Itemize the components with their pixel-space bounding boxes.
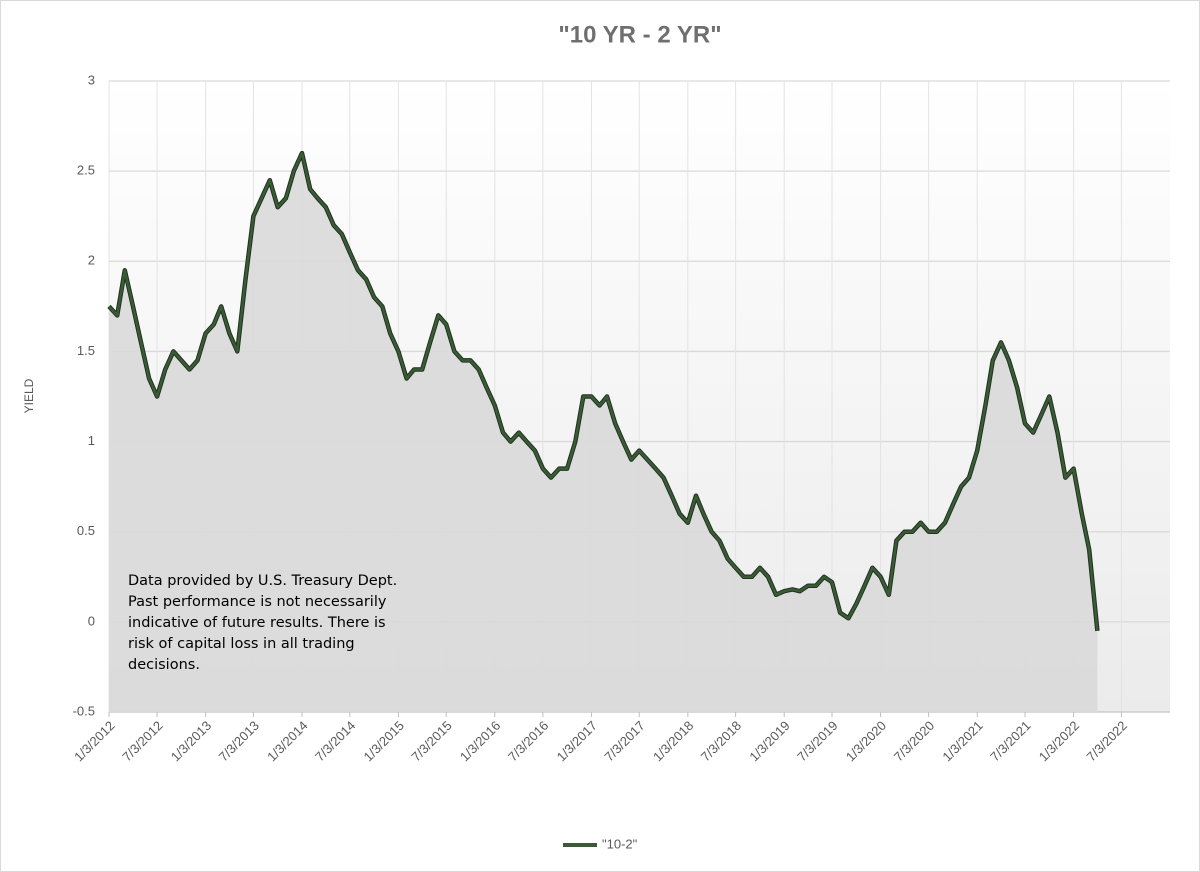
y-tick-label: 3 bbox=[88, 72, 95, 87]
y-tick-label: -0.5 bbox=[73, 703, 95, 718]
y-tick-label: 1 bbox=[88, 433, 95, 448]
annotation: Data provided by U.S. Treasury Dept. Pas… bbox=[128, 573, 398, 673]
y-tick-label: 1.5 bbox=[77, 343, 95, 358]
y-tick-label: 0.5 bbox=[77, 523, 95, 538]
area bbox=[109, 153, 1098, 713]
line bbox=[108, 151, 1099, 632]
y-tick-label: 2 bbox=[88, 253, 95, 268]
y-axis-label: YIELD bbox=[22, 378, 36, 413]
chart-title: "10 YR - 2 YR" bbox=[558, 21, 721, 48]
legend-label: "10-2" bbox=[602, 836, 638, 851]
y-tick-label: 2.5 bbox=[77, 163, 95, 178]
y-tick-label: 0 bbox=[88, 613, 95, 628]
